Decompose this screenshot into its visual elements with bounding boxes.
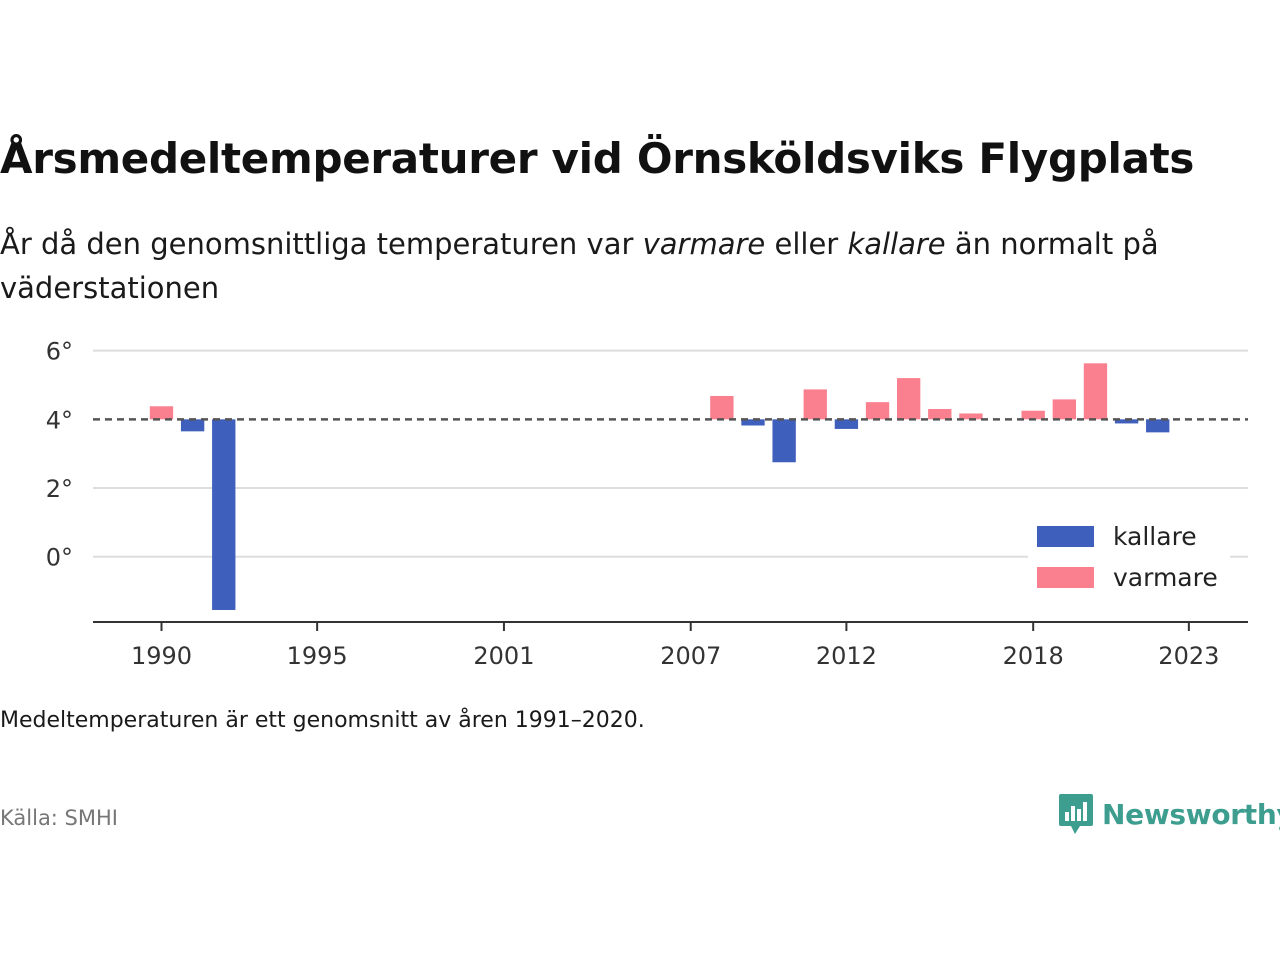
bar-varmare-2008 — [710, 395, 734, 420]
y-tick-label: 0° — [46, 544, 73, 572]
x-tick-label: 1995 — [287, 642, 348, 670]
subtitle-text-2: eller — [765, 227, 848, 261]
bar-kallare-2021 — [1114, 419, 1139, 424]
chart-title: Årsmedeltemperaturer vid Örnsköldsviks F… — [0, 134, 1195, 183]
subtitle-colder-word: kallare — [847, 227, 946, 261]
brand-name: Newsworthy — [1102, 797, 1280, 831]
chart-subtitle: År då den genomsnittliga temperaturen va… — [0, 222, 1270, 310]
x-tick-label: 2018 — [1003, 642, 1064, 670]
bar-varmare-1990 — [149, 406, 174, 420]
bar-varmare-2016 — [959, 413, 983, 420]
legend-swatch-kallare — [1037, 526, 1094, 547]
gridlines: 0° 2° 4° 6° — [46, 338, 1248, 572]
x-tick-label: 2001 — [473, 642, 534, 670]
bar-varmare-2013 — [865, 402, 890, 420]
bar-varmare-2020 — [1083, 363, 1108, 420]
newsworthy-logo-icon — [1059, 794, 1093, 834]
y-tick-label: 6° — [46, 338, 73, 366]
legend-label-kallare: kallare — [1113, 522, 1197, 551]
bar-varmare-2014 — [896, 378, 921, 420]
bar-kallare-2012 — [834, 419, 859, 429]
x-tick-label: 2007 — [660, 642, 721, 670]
bar-kallare-1992 — [212, 419, 236, 610]
x-axis: 1990 1995 2001 2007 2012 2018 2023 — [93, 621, 1248, 670]
y-tick-label: 2° — [46, 475, 73, 503]
bar-kallare-1991 — [180, 419, 205, 432]
legend: kallare varmare — [1028, 516, 1230, 600]
bar-kallare-2022 — [1146, 419, 1170, 433]
bars — [149, 363, 1170, 610]
bar-kallare-2010 — [772, 419, 796, 463]
legend-swatch-varmare — [1037, 567, 1094, 588]
x-tick-label: 2023 — [1158, 642, 1219, 670]
legend-label-varmare: varmare — [1113, 563, 1218, 592]
y-tick-label: 4° — [46, 406, 73, 434]
source-label: Källa: SMHI — [0, 806, 118, 830]
temperature-bar-chart: 0° 2° 4° 6° 1990 1995 2001 2007 2012 2018 2023 ka… — [46, 338, 1248, 670]
subtitle-text-3: än normalt på väderstationen — [0, 227, 1159, 305]
x-tick-label: 2012 — [816, 642, 877, 670]
chart-note: Medeltemperaturen är ett genomsnitt av å… — [0, 708, 645, 733]
x-tick-label: 1990 — [131, 642, 192, 670]
bar-varmare-2015 — [928, 409, 952, 420]
brand-logo: Newsworthy — [1058, 790, 1280, 838]
bar-varmare-2019 — [1052, 399, 1076, 420]
bar-kallare-2009 — [741, 419, 765, 426]
subtitle-text-1: År då den genomsnittliga temperaturen va… — [0, 227, 643, 261]
bar-varmare-2011 — [803, 389, 827, 420]
bar-varmare-2018 — [1021, 410, 1045, 420]
subtitle-warmer-word: varmare — [642, 227, 766, 261]
